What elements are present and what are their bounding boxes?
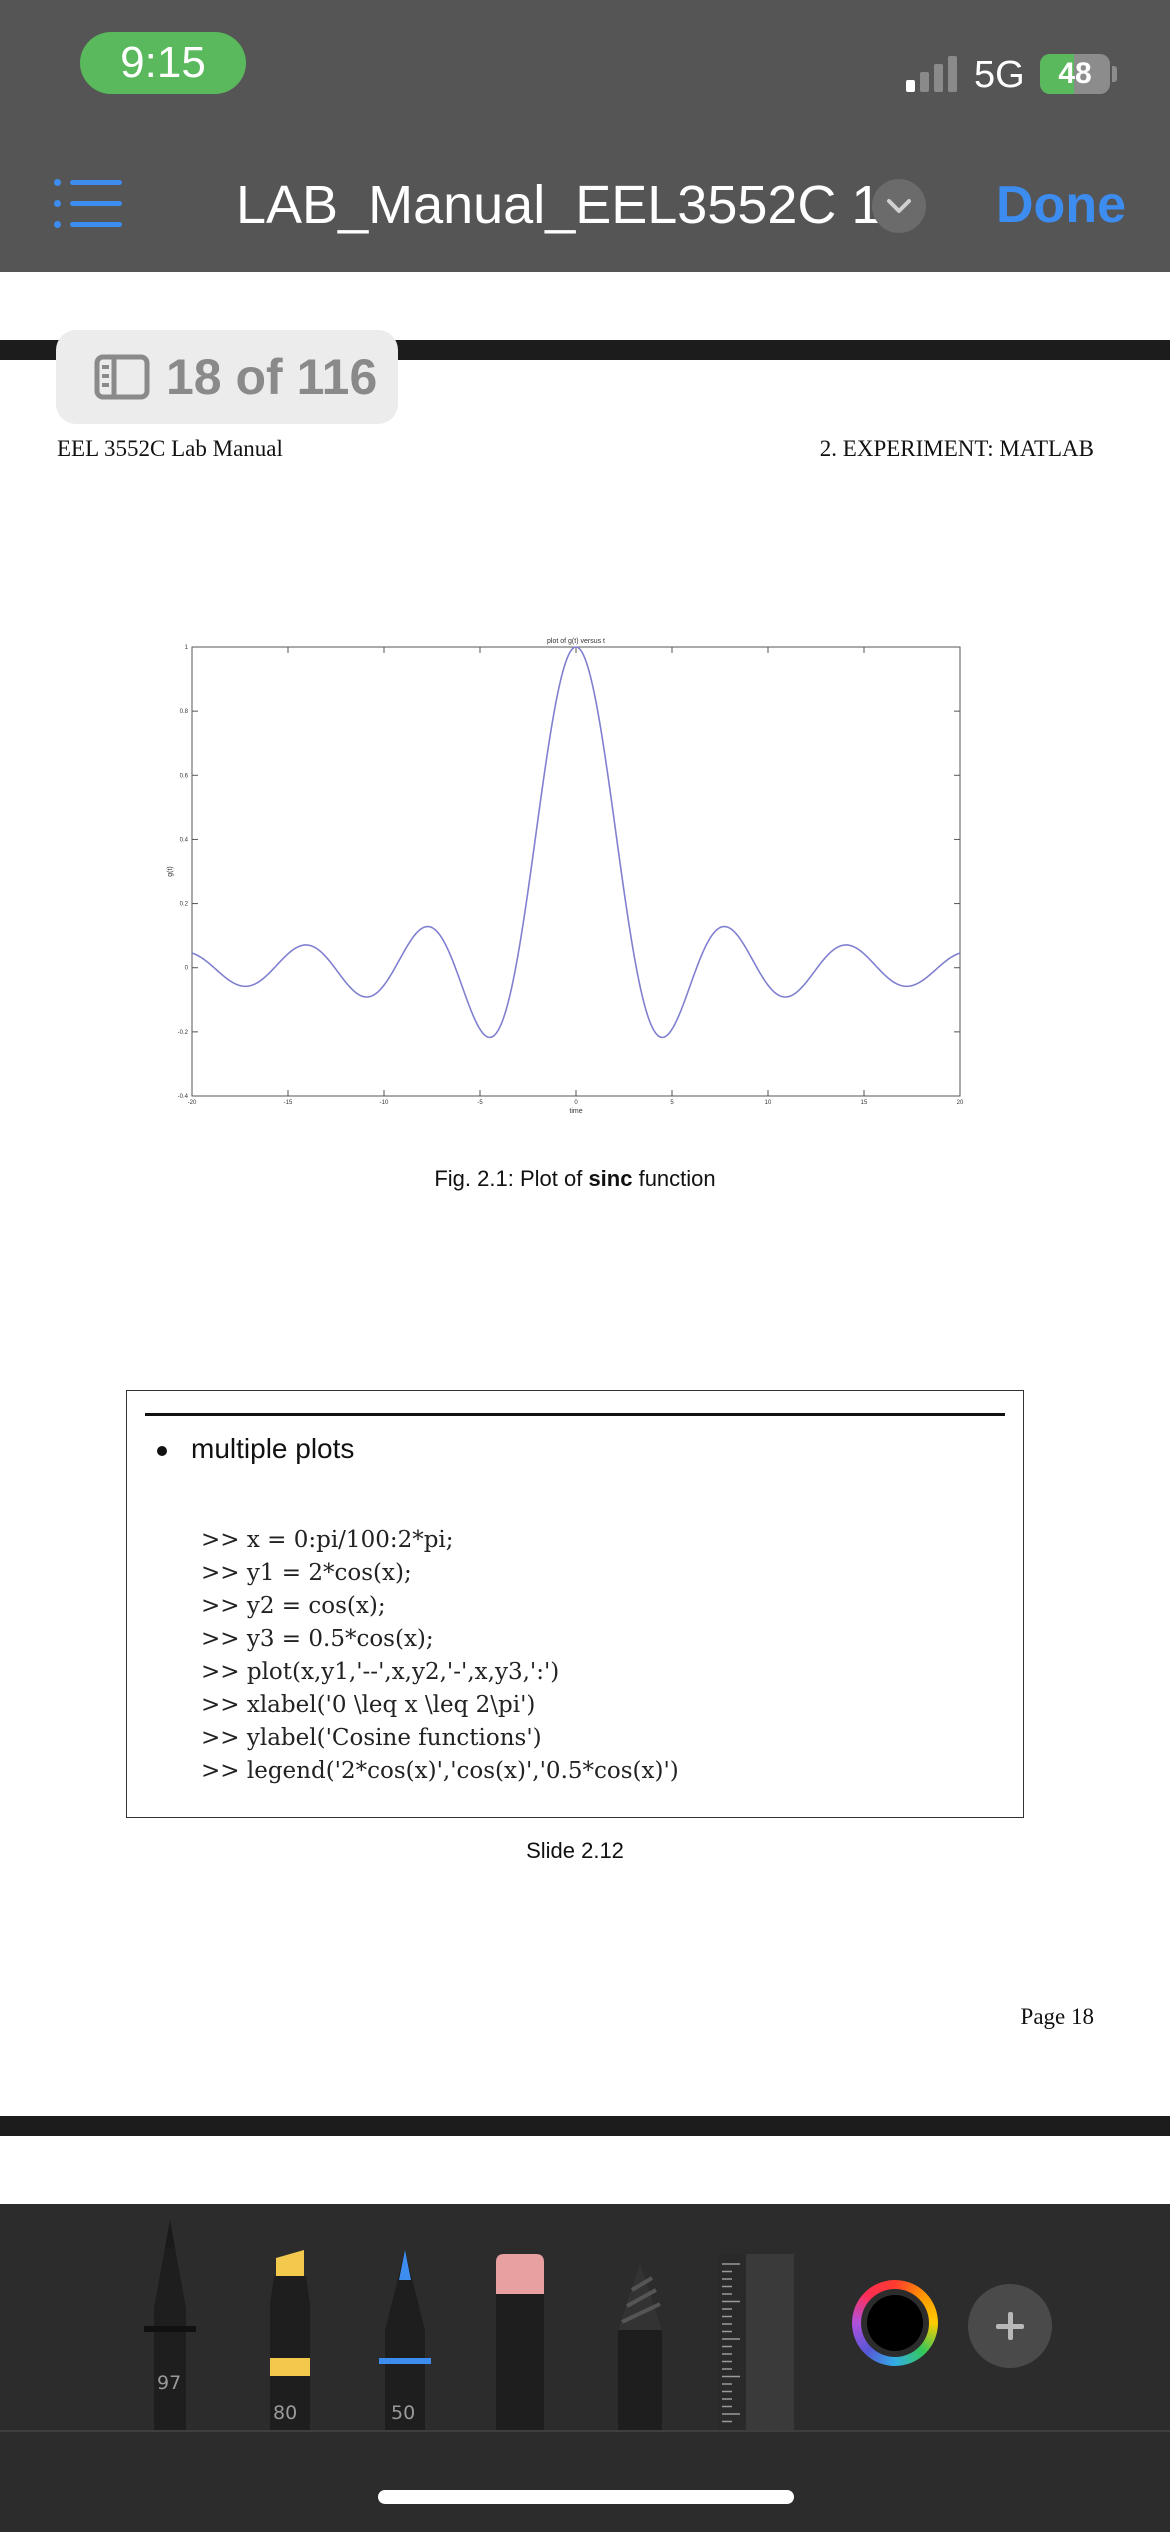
- plot-ylabel: g(t): [167, 866, 174, 877]
- x-tick-label: -20: [188, 1100, 197, 1106]
- toolbar-divider: [0, 2430, 1170, 2432]
- current-color-swatch: [867, 2295, 923, 2351]
- plus-icon[interactable]: [968, 2284, 1052, 2368]
- x-tick-label: 10: [765, 1100, 772, 1106]
- sidebar-icon: [94, 354, 150, 400]
- y-tick-label: 1: [185, 645, 189, 651]
- plot-xlabel: time: [569, 1108, 582, 1115]
- bullet-dot: [157, 1445, 167, 1456]
- slide-bullet-text: multiple plots: [191, 1433, 355, 1464]
- pencil-width-value: 50: [391, 2402, 416, 2424]
- slide-bullet: multiple plots: [157, 1429, 354, 1469]
- y-tick-label: 0.4: [180, 837, 189, 843]
- signal-icon: [906, 56, 958, 92]
- x-tick-label: 5: [670, 1100, 674, 1106]
- x-tick-label: 0: [574, 1100, 578, 1106]
- lasso-icon[interactable]: [610, 2260, 670, 2430]
- done-button[interactable]: Done: [996, 172, 1126, 238]
- page-footer: Page 18: [1020, 2004, 1094, 2029]
- x-tick-label: 15: [861, 1100, 868, 1106]
- code-line: >> y2 = cos(x);: [201, 1593, 386, 1619]
- markup-toolbar: [0, 2204, 1170, 2532]
- x-tick-label: 20: [957, 1100, 964, 1106]
- page-separator-bottom: [0, 2116, 1170, 2136]
- page-indicator[interactable]: 18 of 116: [56, 330, 398, 424]
- y-tick-label: 0.2: [180, 902, 189, 908]
- figure-caption-before: Fig. 2.1: Plot of: [434, 1166, 589, 1191]
- code-line: >> ylabel('Cosine functions'): [201, 1725, 542, 1751]
- pen-width-value: 97: [157, 2372, 182, 2394]
- battery-level: 48: [1058, 57, 1092, 90]
- x-tick-label: -10: [380, 1100, 389, 1106]
- eraser-icon[interactable]: [492, 2252, 548, 2430]
- network-type: 5G: [974, 54, 1025, 96]
- y-tick-label: -0.2: [178, 1030, 189, 1036]
- battery-icon: 48: [1040, 54, 1110, 94]
- slide-rule: [145, 1413, 1005, 1416]
- status-time: 9:15: [80, 32, 246, 94]
- page-header-left: EEL 3552C Lab Manual: [57, 436, 283, 461]
- highlighter-width-value: 80: [273, 2402, 298, 2424]
- ruler-icon[interactable]: [718, 2254, 794, 2430]
- code-line: >> legend('2*cos(x)','cos(x)','0.5*cos(x…: [201, 1758, 679, 1784]
- sinc-plot: -20 -15 -10 -5 0 5 10 15 20 -0.4 -0.2 0 0.2 0.4 0.6 0.8…: [167, 638, 964, 1115]
- figure-caption-after: function: [632, 1166, 716, 1191]
- code-line: >> x = 0:pi/100:2*pi;: [201, 1527, 454, 1553]
- pencil-icon[interactable]: [375, 2250, 435, 2430]
- x-tick-label: -15: [284, 1100, 293, 1106]
- y-tick-label: 0.8: [180, 709, 189, 715]
- home-indicator[interactable]: [378, 2490, 794, 2504]
- slide-caption: Slide 2.12: [526, 1838, 624, 1863]
- y-tick-label: 0: [185, 966, 189, 972]
- code-line: >> xlabel('0 \leq x \leq 2\pi'): [201, 1692, 536, 1718]
- code-line: >> plot(x,y1,'--',x,y2,'-',x,y3,':'): [201, 1659, 560, 1685]
- plot-frame: [191, 646, 961, 1097]
- figure-caption: Fig. 2.1: Plot of sinc function: [0, 1166, 1150, 1192]
- chevron-down-icon[interactable]: [872, 179, 926, 233]
- y-tick-label: -0.4: [178, 1094, 189, 1100]
- slide-box: multiple plots >> x = 0:pi/100:2*pi; >> y…: [126, 1390, 1024, 1818]
- pen-icon[interactable]: [140, 2218, 200, 2430]
- battery-tip: [1112, 66, 1117, 82]
- y-tick-label: 0.6: [180, 773, 189, 779]
- code-line: >> y3 = 0.5*cos(x);: [201, 1626, 434, 1652]
- page-indicator-text: 18 of 116: [166, 349, 378, 405]
- x-tick-label: -5: [477, 1100, 483, 1106]
- code-block: >> x = 0:pi/100:2*pi; >> y1 = 2*cos(x); >>…: [201, 1491, 679, 1854]
- highlighter-icon[interactable]: [260, 2250, 320, 2430]
- color-picker-icon[interactable]: [852, 2280, 938, 2366]
- figure-caption-bold: sinc: [588, 1166, 633, 1191]
- list-icon[interactable]: [54, 178, 122, 230]
- code-line: >> y1 = 2*cos(x);: [201, 1560, 412, 1586]
- battery-fill: [1040, 54, 1074, 94]
- page-header-right: 2. EXPERIMENT: MATLAB: [819, 436, 1094, 461]
- plot-title: plot of g(t) versus t: [547, 638, 605, 645]
- document-title[interactable]: LAB_Manual_EEL3552C 1: [236, 175, 882, 235]
- plot-line-sinc: [191, 646, 961, 1039]
